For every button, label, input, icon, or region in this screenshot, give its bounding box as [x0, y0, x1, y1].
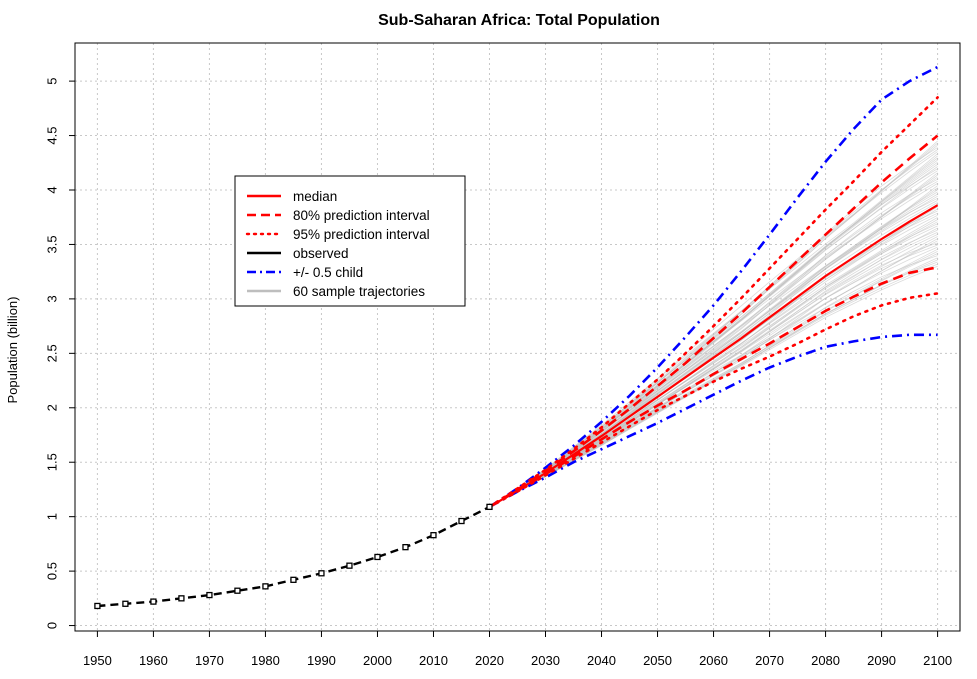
series-lines	[488, 65, 939, 509]
legend-label: 80% prediction interval	[293, 208, 430, 223]
x-tick-label: 2030	[531, 653, 560, 668]
y-tick-label: 3.5	[44, 235, 59, 253]
y-tick-label: 2.5	[44, 344, 59, 362]
observed-point	[206, 591, 213, 599]
legend-label: median	[293, 189, 337, 204]
x-tick-label: 2000	[363, 653, 392, 668]
observed-point	[402, 544, 409, 551]
observed-point	[262, 583, 269, 590]
series-line-pi95-upper	[488, 96, 939, 509]
observed-point	[94, 602, 101, 610]
x-tick-label: 1980	[251, 653, 280, 668]
observed-point	[374, 553, 381, 561]
x-tick-label: 2100	[923, 653, 952, 668]
observed-point	[346, 562, 353, 569]
observed-point	[290, 576, 297, 583]
y-tick-label: 4	[44, 186, 59, 193]
y-tick-label: 0.5	[44, 562, 59, 580]
series-line-half-child-upper	[488, 65, 939, 508]
legend-box	[234, 175, 466, 307]
legend: median 80% prediction interval 95% predict…	[234, 175, 466, 307]
observed-point	[318, 570, 325, 577]
observed-point	[122, 600, 129, 607]
y-tick-label: 2	[44, 404, 59, 411]
x-tick-label: 1970	[195, 653, 224, 668]
y-tick-label: 1	[44, 513, 59, 520]
x-tick-label: 2070	[755, 653, 784, 668]
y-axis-label: Population (billion)	[5, 297, 20, 404]
x-tick-label: 1950	[83, 653, 112, 668]
series-line-median	[488, 204, 939, 508]
x-tick-label: 2040	[587, 653, 616, 668]
y-tick-label: 0	[44, 622, 59, 629]
grid	[75, 43, 960, 631]
observed-point	[430, 532, 437, 539]
y-axis: 0 0.5 1 1.5 2 2.5 3 3.5 4 4.5 5	[44, 77, 75, 629]
x-tick-label: 2050	[643, 653, 672, 668]
series-line-half-child-lower	[488, 333, 938, 509]
y-tick-label: 4.5	[44, 127, 59, 145]
observed-point	[486, 503, 493, 511]
x-tick-label: 2010	[419, 653, 448, 668]
x-tick-label: 2020	[475, 653, 504, 668]
x-tick-label: 1990	[307, 653, 336, 668]
y-tick-label: 5	[44, 77, 59, 84]
observed-series	[94, 503, 493, 610]
observed-point	[458, 517, 465, 525]
observed-point	[178, 595, 185, 602]
observed-point	[150, 598, 157, 605]
plot-frame	[74, 42, 961, 632]
legend-label: +/- 0.5 child	[293, 265, 363, 280]
y-tick-label: 1.5	[44, 453, 59, 471]
series-line-pi80-upper	[488, 134, 939, 509]
x-tick-label: 2090	[867, 653, 896, 668]
x-tick-label: 1960	[139, 653, 168, 668]
sample-trajectory	[489, 257, 938, 508]
observed-point	[234, 587, 241, 594]
x-axis: 1950 1960 1970 1980 1990 2000 2010 2020 2030 2040…	[83, 631, 952, 668]
legend-label: 95% prediction interval	[293, 227, 430, 242]
y-tick-label: 3	[44, 295, 59, 302]
chart-title: Sub-Saharan Africa: Total Population	[378, 12, 660, 29]
observed-line	[97, 505, 491, 608]
legend-label: observed	[293, 246, 349, 261]
series-line-pi95-lower	[488, 292, 939, 509]
legend-label: 60 sample trajectories	[293, 284, 425, 299]
series-line-pi80-lower	[488, 266, 938, 509]
x-tick-label: 2080	[811, 653, 840, 668]
x-tick-label: 2060	[699, 653, 728, 668]
